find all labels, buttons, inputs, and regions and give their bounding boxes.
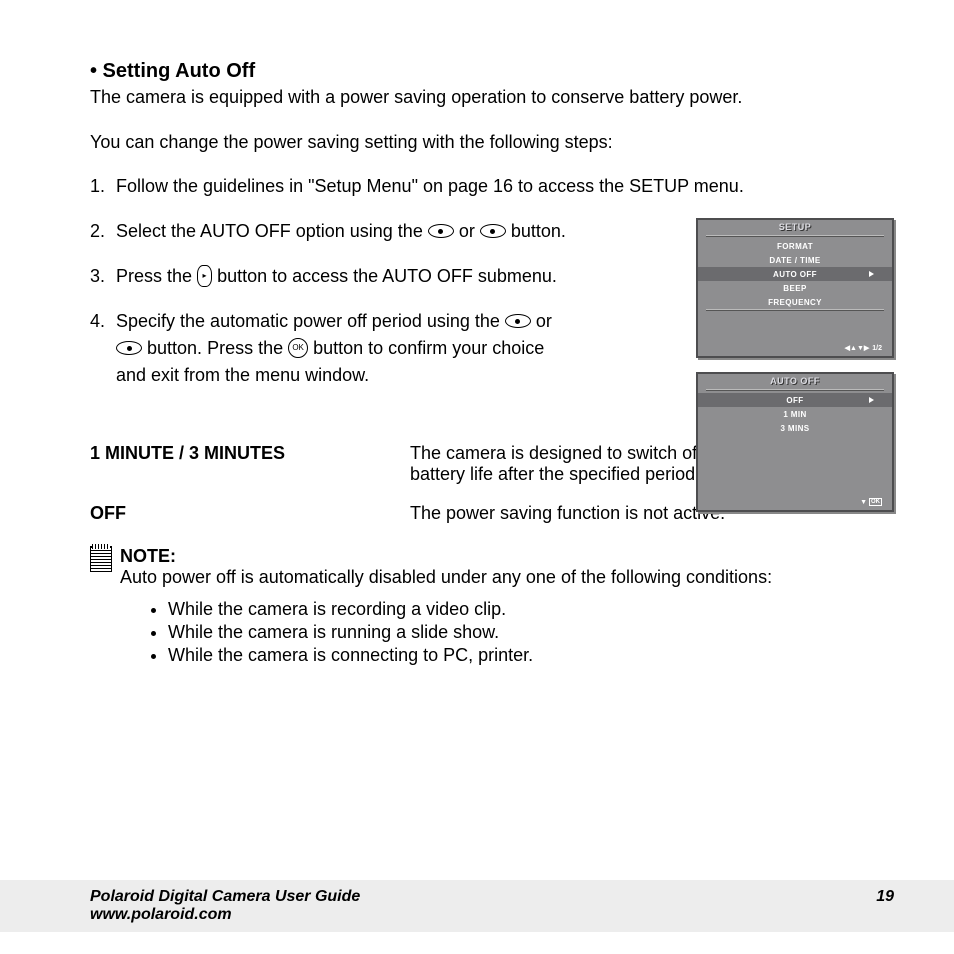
step-body: Press the ▸ button to access the AUTO OF… bbox=[116, 263, 576, 290]
menu-item: FORMAT bbox=[698, 239, 892, 253]
step-1: 1. Follow the guidelines in "Setup Menu"… bbox=[90, 173, 894, 200]
text: button. bbox=[511, 221, 566, 241]
intro2-text: You can change the power saving setting … bbox=[90, 132, 894, 153]
right-button-icon: ▸ bbox=[197, 265, 212, 287]
page-footer: Polaroid Digital Camera User Guide www.p… bbox=[0, 880, 954, 932]
text: button to access the AUTO OFF submenu. bbox=[217, 266, 557, 286]
website-url: www.polaroid.com bbox=[90, 906, 360, 924]
intro-text: The camera is equipped with a power savi… bbox=[90, 87, 894, 108]
menu-item: 1 MIN bbox=[698, 407, 892, 421]
note-bullet: While the camera is recording a video cl… bbox=[168, 598, 894, 621]
step-number: 1. bbox=[90, 173, 116, 200]
step-number: 2. bbox=[90, 218, 116, 245]
step-number: 4. bbox=[90, 308, 116, 389]
up-button-icon bbox=[505, 314, 531, 328]
step-body: Follow the guidelines in "Setup Menu" on… bbox=[116, 173, 856, 200]
page-indicator: 1/2 bbox=[872, 345, 882, 352]
note-label: NOTE: bbox=[120, 546, 176, 566]
menu-item-selected: AUTO OFF bbox=[698, 267, 892, 281]
step-body: Select the AUTO OFF option using the or … bbox=[116, 218, 576, 245]
menu-item: BEEP bbox=[698, 281, 892, 295]
footer-left: Polaroid Digital Camera User Guide www.p… bbox=[90, 888, 360, 924]
screen-footer: ◀▲▼▶ 1/2 bbox=[845, 344, 882, 352]
ok-box-icon: OK bbox=[869, 498, 882, 506]
step-number: 3. bbox=[90, 263, 116, 290]
setup-screen: SETUP FORMAT DATE / TIME AUTO OFF BEEP F… bbox=[696, 218, 894, 358]
text: button. Press the bbox=[147, 338, 288, 358]
note-body: NOTE: Auto power off is automatically di… bbox=[120, 546, 772, 588]
note-icon bbox=[90, 546, 112, 572]
text: Specify the automatic power off period u… bbox=[116, 311, 505, 331]
menu-item: FREQUENCY bbox=[698, 295, 892, 309]
nav-arrows-icon: ◀▲▼▶ bbox=[845, 344, 870, 352]
screen-footer: ▼ OK bbox=[860, 498, 882, 506]
text: Press the bbox=[116, 266, 197, 286]
definition-term: OFF bbox=[90, 503, 410, 524]
page-number: 19 bbox=[876, 888, 894, 924]
step-body: Specify the automatic power off period u… bbox=[116, 308, 576, 389]
menu-item: DATE / TIME bbox=[698, 253, 892, 267]
note-bullet: While the camera is connecting to PC, pr… bbox=[168, 644, 894, 667]
text: Select the AUTO OFF option using the bbox=[116, 221, 428, 241]
menu-item-selected: OFF bbox=[698, 393, 892, 407]
down-button-icon bbox=[480, 224, 506, 238]
text: or bbox=[459, 221, 480, 241]
text: or bbox=[536, 311, 552, 331]
note-bullet: While the camera is running a slide show… bbox=[168, 621, 894, 644]
section-heading: • Setting Auto Off bbox=[90, 60, 894, 83]
autooff-screen: AUTO OFF OFF 1 MIN 3 MINS ▼ OK bbox=[696, 372, 894, 512]
menu-item: 3 MINS bbox=[698, 421, 892, 435]
screen-title: AUTO OFF bbox=[698, 376, 892, 386]
up-button-icon bbox=[428, 224, 454, 238]
note-bullets: While the camera is recording a video cl… bbox=[168, 598, 894, 667]
definition-term: 1 MINUTE / 3 MINUTES bbox=[90, 443, 410, 485]
note-block: NOTE: Auto power off is automatically di… bbox=[90, 546, 894, 588]
ok-button-icon: OK bbox=[288, 338, 308, 358]
down-arrow-icon: ▼ bbox=[860, 499, 867, 506]
down-button-icon bbox=[116, 341, 142, 355]
camera-screens: SETUP FORMAT DATE / TIME AUTO OFF BEEP F… bbox=[696, 218, 894, 526]
note-text: Auto power off is automatically disabled… bbox=[120, 567, 772, 588]
guide-title: Polaroid Digital Camera User Guide bbox=[90, 888, 360, 906]
screen-title: SETUP bbox=[698, 222, 892, 232]
